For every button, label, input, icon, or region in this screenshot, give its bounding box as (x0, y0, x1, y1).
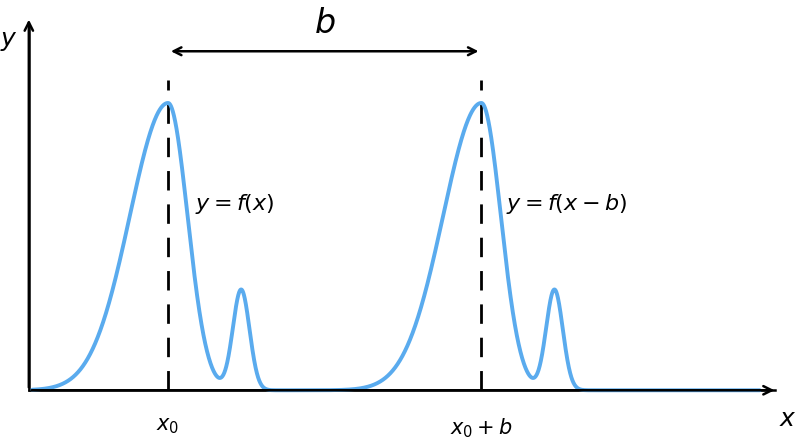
Text: $x_0 + b$: $x_0 + b$ (450, 416, 513, 440)
Text: $x_0$: $x_0$ (157, 416, 180, 436)
Text: $y$: $y$ (1, 30, 18, 53)
Text: $y = f(x - b)$: $y = f(x - b)$ (506, 191, 626, 215)
Text: $x$: $x$ (779, 408, 797, 431)
Text: $b$: $b$ (314, 8, 335, 40)
Text: $y = f(x)$: $y = f(x)$ (194, 191, 274, 215)
